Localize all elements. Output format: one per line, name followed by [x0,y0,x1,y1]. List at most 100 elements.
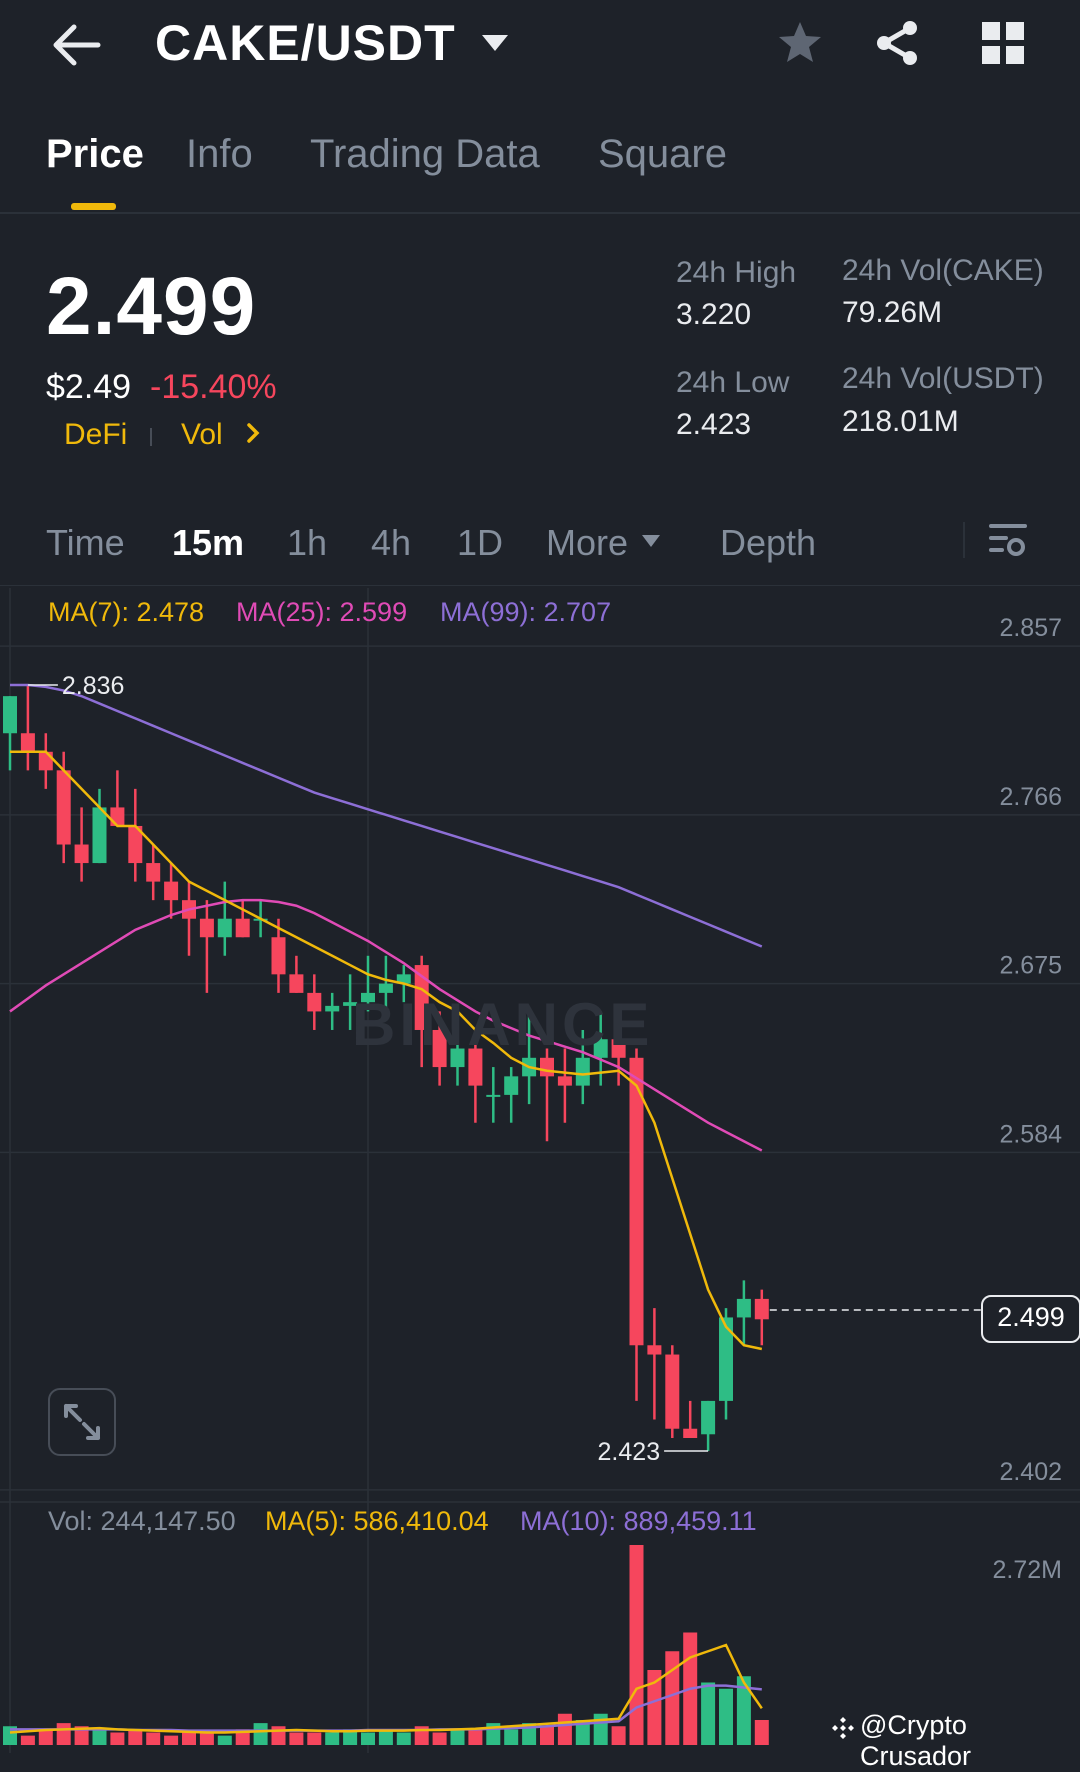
candle-up [486,1094,501,1097]
candle-up [378,983,393,993]
active-tab-indicator [71,203,116,210]
caret-down-icon[interactable] [640,533,662,549]
candle-down [38,751,53,771]
volume-bar [271,1726,286,1745]
candle-down [665,1354,680,1429]
volume-bar [307,1732,322,1745]
star-icon[interactable] [775,18,825,68]
y-axis-label: 2.857 [999,614,1062,642]
candle-down [683,1428,698,1438]
interval-depth[interactable]: Depth [720,522,817,563]
volume-bar [199,1732,214,1745]
volume-bar [736,1676,751,1745]
tag-defi[interactable]: DeFi [64,418,128,451]
y-axis-label: 2.675 [999,952,1062,980]
candle-down [629,1057,644,1346]
volume-bar [575,1720,590,1745]
tab-square[interactable]: Square [598,132,727,176]
ma25-line [9,898,763,1152]
candle-down [414,965,429,1030]
vol-legend: Vol: 244,147.50 [48,1506,236,1536]
tab-price[interactable]: Price [46,132,144,176]
chart-settings-icon[interactable] [988,520,1028,560]
moving-averages [9,683,763,1351]
volume-bar [235,1729,250,1745]
high-label: 24h High [676,256,797,289]
low-label: 24h Low [676,366,790,399]
price-chart[interactable]: 2.857 2.766 2.675 2.584 2.402 2.836 2.423 2.72M [0,588,1080,1753]
grid-icon[interactable] [982,22,1024,64]
interval-15m[interactable]: 15m [172,522,245,563]
volume-bar [450,1729,465,1745]
volume-bar [182,1732,196,1745]
candle-down [128,825,143,864]
volume-bar [540,1726,554,1745]
tab-info[interactable]: Info [186,132,253,176]
interval-more[interactable]: More [546,522,629,563]
candle-down [271,937,286,975]
usd-price: $2.49 [46,368,132,406]
candle-up [450,1048,465,1068]
candle-up [701,1400,716,1435]
volume-bars [3,1545,769,1745]
pair-title[interactable]: CAKE/USDT [155,15,456,71]
tab-trading-data[interactable]: Trading Data [310,132,540,176]
vol-quote-label: 24h Vol(USDT) [842,362,1044,395]
candle-up [92,807,107,864]
candle-up [719,1317,733,1401]
candle-down [611,1039,626,1058]
interval-time[interactable]: Time [46,522,125,563]
chevron-right-icon[interactable] [245,421,261,445]
volume-bar [665,1651,680,1745]
y-axis-label: 2.402 [999,1458,1062,1486]
current-price-label: 2.499 [997,1302,1065,1332]
ma99-legend: MA(99): 2.707 [440,597,612,627]
volume-bar [647,1670,662,1745]
candle-up [396,974,411,984]
interval-1d[interactable]: 1D [457,522,504,563]
volume-bar [361,1732,375,1745]
fullscreen-button[interactable] [48,1388,116,1456]
back-arrow-icon[interactable] [50,22,102,68]
ma99-line [10,683,763,948]
chevron-down-icon[interactable] [480,32,510,54]
axis-labels: 2.857 2.766 2.675 2.584 2.402 2.836 2.423 2.72M [27,614,1062,1584]
volume-bar [56,1723,71,1745]
vol-base-label: 24h Vol(CAKE) [842,254,1044,287]
candle-up [504,1076,519,1095]
candle-up [361,992,375,1003]
binance-watermark: BINANCE [352,991,654,1058]
tag-vol[interactable]: Vol [181,418,223,451]
current-price-tag [981,1295,1080,1343]
candle-down [164,881,179,901]
vol-ma10-legend: MA(10): 889,459.11 [520,1506,757,1536]
candle-down [20,733,35,752]
vol-ma5-line [9,1643,763,1734]
volume-bar [92,1729,107,1745]
candle-down [56,770,71,845]
volume-bar [38,1729,53,1745]
candle-up [343,1002,358,1006]
volume-bar [289,1732,304,1745]
volume-bar [432,1732,447,1745]
expand-icon [64,1404,100,1440]
low-value: 2.423 [676,408,752,441]
ma7-legend: MA(7): 2.478 [48,597,205,627]
volume-bar [128,1729,143,1745]
ma7-line [10,750,763,1351]
low-marker-label: 2.423 [598,1438,661,1466]
volume-bar [20,1735,35,1745]
share-icon[interactable] [872,18,922,68]
tag-separator [150,428,152,446]
interval-4h[interactable]: 4h [371,522,412,563]
volume-bar [557,1713,572,1745]
percent-change: -15.40% [150,368,277,406]
candle-up [3,696,17,734]
candle-down [432,1029,447,1068]
candle-up [736,1298,751,1318]
volume-bar [504,1729,519,1745]
volume-bar [74,1726,89,1745]
interval-1h[interactable]: 1h [287,522,328,563]
volume-bar [629,1545,644,1745]
volume-bar [253,1723,268,1745]
